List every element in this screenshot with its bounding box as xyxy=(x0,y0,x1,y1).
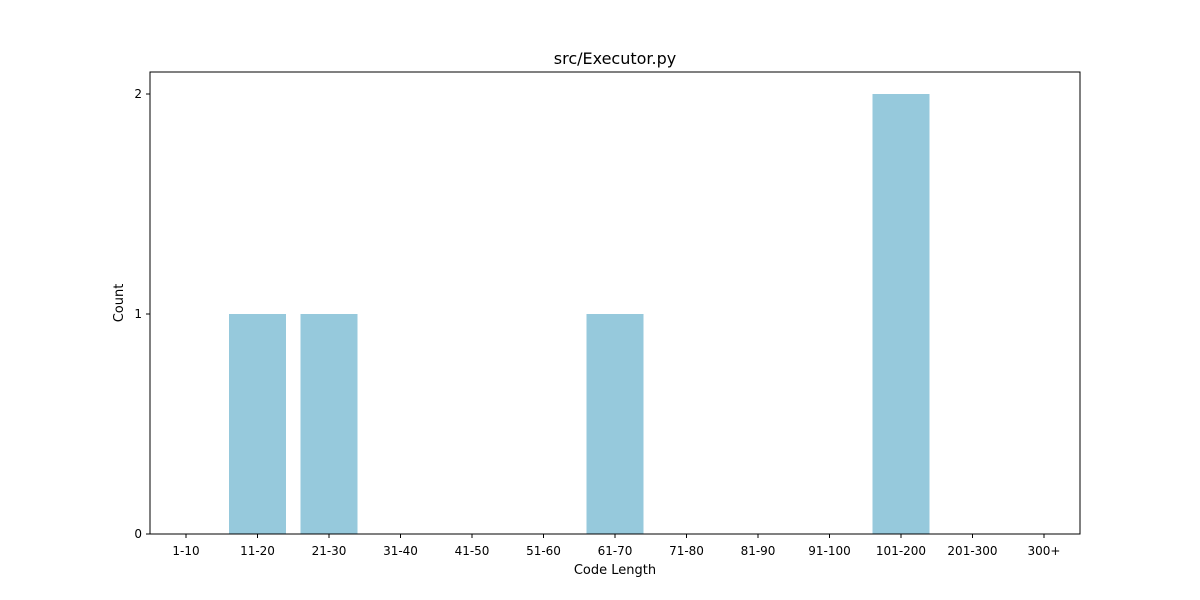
x-tick-label: 91-100 xyxy=(808,544,851,558)
y-axis-ticks: 0 1 2 xyxy=(134,87,150,541)
x-tick-label: 201-300 xyxy=(947,544,997,558)
bars-layer xyxy=(229,94,930,534)
y-tick-label: 2 xyxy=(134,87,142,101)
y-tick-label: 0 xyxy=(134,527,142,541)
x-tick-label: 11-20 xyxy=(240,544,275,558)
x-axis-label: Code Length xyxy=(574,563,656,578)
x-tick-label: 300+ xyxy=(1028,544,1061,558)
x-tick-label: 81-90 xyxy=(741,544,776,558)
x-tick-label: 21-30 xyxy=(312,544,347,558)
y-tick-label: 1 xyxy=(134,307,142,321)
x-tick-label: 1-10 xyxy=(172,544,199,558)
x-axis-ticks: 1-10 11-20 21-30 31-40 41-50 51-60 61-70 71-80 8… xyxy=(172,534,1060,558)
x-tick-label: 51-60 xyxy=(526,544,561,558)
y-axis-label: Count xyxy=(112,284,127,323)
bar-11-20 xyxy=(229,314,286,534)
bar-101-200 xyxy=(872,94,930,534)
bar-21-30 xyxy=(300,314,358,534)
chart-title: src/Executor.py xyxy=(554,49,677,68)
x-tick-label: 41-50 xyxy=(455,544,490,558)
x-tick-label: 31-40 xyxy=(383,544,418,558)
bar-61-70 xyxy=(586,314,644,534)
plot-frame xyxy=(149,71,1081,535)
x-tick-label: 61-70 xyxy=(598,544,633,558)
x-tick-label: 101-200 xyxy=(876,544,926,558)
x-tick-label: 71-80 xyxy=(669,544,704,558)
